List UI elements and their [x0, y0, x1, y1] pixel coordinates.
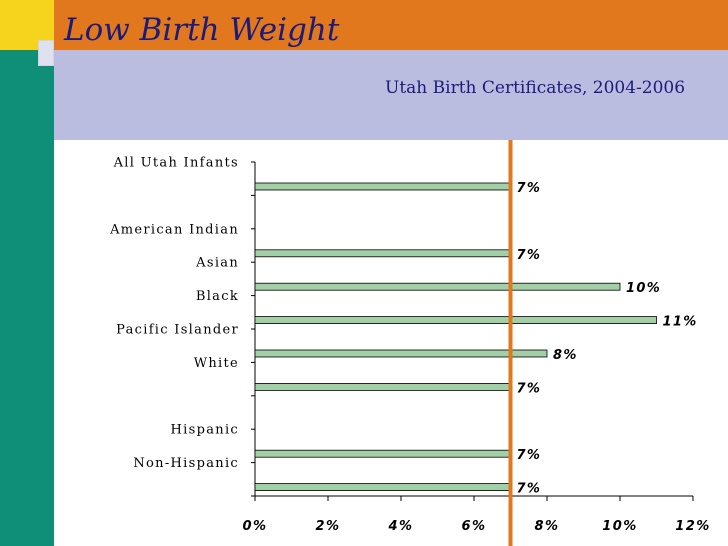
- chart-subtitle: Utah Birth Certificates, 2004-2006: [385, 78, 686, 98]
- bar-layer: [254, 182, 657, 492]
- axis-layer: [251, 161, 694, 501]
- x-tick-label: 0%: [242, 519, 267, 534]
- category-label: White: [194, 356, 239, 371]
- bar: [254, 483, 511, 492]
- data-label: 10%: [626, 281, 661, 296]
- category-label: All Utah Infants: [113, 156, 239, 171]
- bar: [254, 382, 511, 391]
- category-label: Non-Hispanic: [133, 456, 239, 471]
- x-tick-label: 6%: [461, 519, 486, 534]
- data-label: 7%: [517, 248, 542, 263]
- category-label: Pacific Islander: [116, 323, 239, 338]
- page-title: Low Birth Weight: [64, 12, 340, 48]
- left-strip: [0, 50, 54, 546]
- category-label: Black: [196, 289, 239, 304]
- data-label: 7%: [517, 181, 542, 196]
- corner-square: [38, 40, 54, 66]
- data-label: 7%: [517, 482, 542, 497]
- x-tick-label: 4%: [387, 519, 413, 534]
- data-label: 8%: [553, 348, 578, 363]
- bar: [254, 249, 511, 258]
- category-label: Hispanic: [171, 423, 239, 438]
- x-tick-label: 10%: [602, 519, 638, 534]
- bar: [254, 182, 511, 191]
- subtitle-band: [54, 50, 728, 140]
- x-tick-label: 2%: [315, 519, 340, 534]
- category-label: Asian: [195, 256, 239, 271]
- data-label: 7%: [517, 448, 542, 463]
- header-bar: [54, 0, 728, 50]
- category-label: American Indian: [109, 222, 239, 237]
- bar: [254, 449, 511, 458]
- bar: [254, 349, 548, 358]
- bar: [254, 282, 621, 291]
- bar: [254, 316, 657, 325]
- x-tick-label: 12%: [675, 519, 711, 534]
- data-label: 7%: [517, 381, 542, 396]
- label-layer: 0% 2% 4% 6% 8% 10% 12% All Utah Infants 7% Americ…: [109, 156, 711, 535]
- data-label: 11%: [663, 315, 698, 330]
- bar-chart: 0% 2% 4% 6% 8% 10% 12% All Utah Infants 7% Americ…: [109, 140, 711, 546]
- x-tick-label: 8%: [534, 519, 559, 534]
